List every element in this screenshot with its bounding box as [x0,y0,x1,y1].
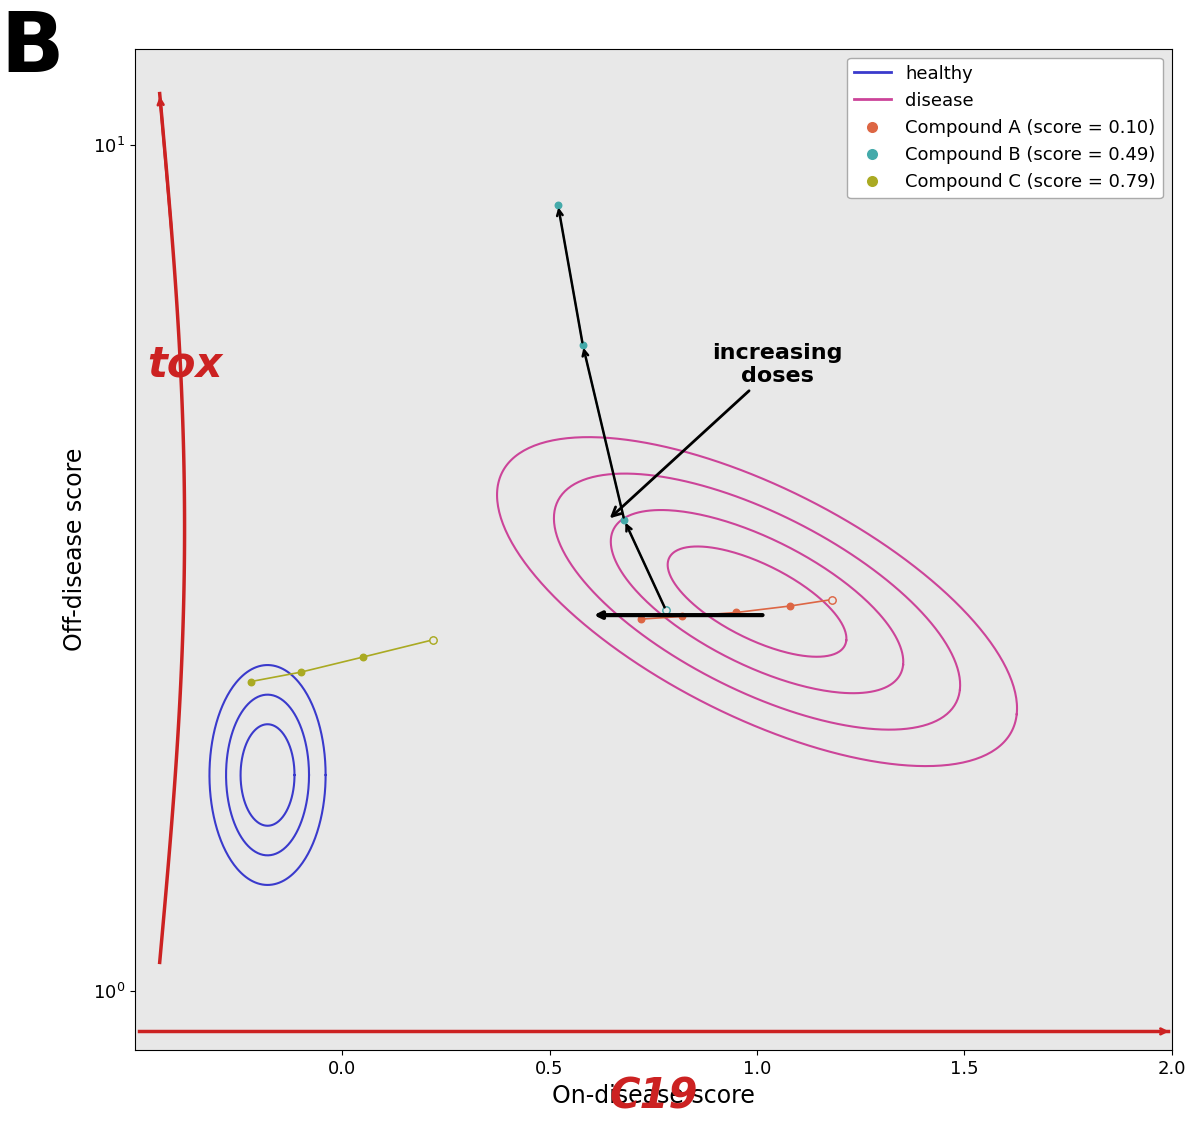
Point [781,597,800,615]
Point [292,663,311,681]
Legend: healthy, disease, Compound A (score = 0.10), Compound B (score = 0.49), Compound: healthy, disease, Compound A (score = 0.… [847,57,1163,198]
Text: tox: tox [146,343,222,386]
Point [656,601,676,619]
Point [548,196,568,214]
Text: B: B [0,9,64,90]
Point [353,648,372,666]
Point [673,608,692,626]
Point [424,631,443,649]
Point [241,673,260,691]
Point [614,511,634,529]
Point [656,601,676,619]
Point [822,591,841,609]
X-axis label: On-disease score: On-disease score [552,1083,755,1108]
Point [631,610,650,628]
Point [822,591,841,609]
Y-axis label: Off-disease score: Off-disease score [64,448,88,651]
Point [727,603,746,621]
Text: C19: C19 [610,1076,697,1117]
Point [424,631,443,649]
Point [574,336,593,354]
Text: increasing
doses: increasing doses [612,343,844,516]
